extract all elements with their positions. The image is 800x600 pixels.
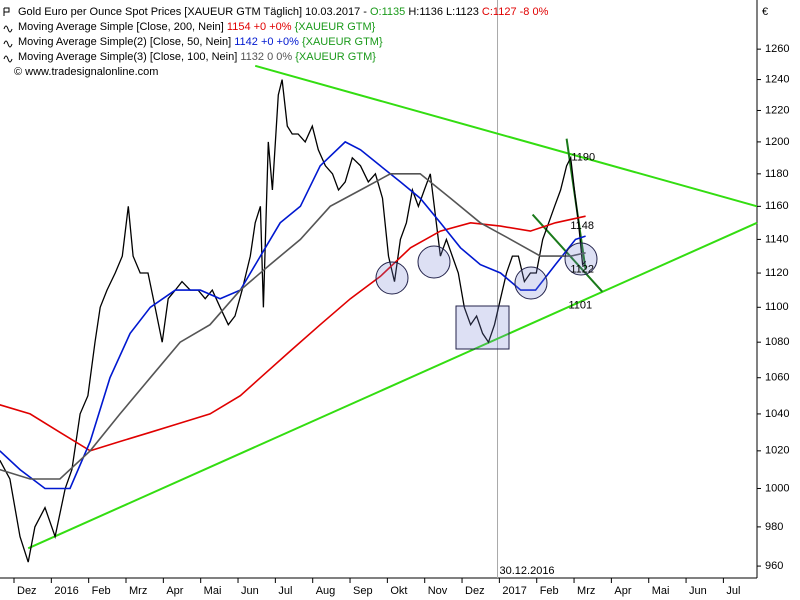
legend-value: 1154 +0 +0% [227,21,292,33]
label-layer: 960 980 1000 1020 1040 1060 1080 1100 1120 1140 11… [13,43,789,597]
legend-icon [3,25,13,33]
legend-entry: Moving Average Simple [Close, 200, Nein]… [18,21,376,33]
marker-box [455,305,510,350]
y-tick-label: 1020 [765,445,789,457]
trend-line [254,64,758,208]
x-tick-label: Feb [540,585,559,597]
x-tick-label: Dez [17,585,37,597]
x-tick-label: Mrz [129,585,147,597]
x-tick-label: Dez [465,585,485,597]
y-tick-label: 1100 [765,301,789,313]
y-tick-label: 1040 [765,408,789,420]
legend-value: 1142 +0 +0% [234,36,299,48]
y-tick-label: 1260 [765,43,789,55]
x-tick-label: 2016 [54,585,78,597]
y-tick-label: 1080 [765,336,789,348]
moving-average-line [0,173,586,480]
moving-average-line [0,215,586,452]
x-tick-label: 2017 [502,585,526,597]
header-high-low: H:1136 L:1123 [408,6,479,18]
x-tick-label: Mrz [577,585,595,597]
marker-circle [375,261,409,295]
annotation: 1148 [570,220,594,232]
currency-label: € [762,6,768,18]
y-tick-label: 1180 [765,168,789,180]
legend-icon [3,40,13,48]
y-tick-label: 1060 [765,372,789,384]
trend-line [27,221,758,550]
x-tick-label: Mai [652,585,670,597]
annotation: 1101 [568,299,592,311]
x-tick-label: Apr [166,585,183,597]
y-tick-label: 1240 [765,73,789,85]
y-tick-label: 1160 [765,200,789,212]
moving-average-line [0,140,586,490]
x-tick-label: Feb [92,585,111,597]
legend-source: {XAUEUR GTM} [295,51,376,63]
date-label: 30.12.2016 [500,565,555,577]
x-tick-label: Jul [278,585,292,597]
legend: Moving Average Simple [Close, 200, Nein]… [3,21,383,63]
legend-entry: Moving Average Simple(3) [Close, 100, Ne… [18,51,376,63]
legend-name: Moving Average Simple [Close, 200, Nein] [18,21,224,33]
x-tick-label: Jul [726,585,740,597]
header-line: Gold Euro per Ounce Spot Prices [XAUEUR … [18,6,549,18]
x-tick-label: Nov [428,585,448,597]
annotation: 1190 [571,152,595,164]
x-tick-label: Apr [614,585,631,597]
x-tick-label: Aug [316,585,336,597]
marker-circle [514,266,548,300]
copyright: © www.tradesignalonline.com [14,66,158,78]
x-tick-label: Jun [241,585,259,597]
legend-icon [3,55,13,63]
y-tick-label: 1000 [765,482,789,494]
legend-source: {XAUEUR GTM} [295,21,376,33]
legend-entry: Moving Average Simple(2) [Close, 50, Nei… [18,36,383,48]
header: Gold Euro per Ounce Spot Prices [XAUEUR … [3,6,549,78]
y-tick-label: 980 [765,521,783,533]
legend-source: {XAUEUR GTM} [302,36,383,48]
plot-area [0,0,758,578]
x-tick-label: Mai [204,585,222,597]
marker-circle [564,242,598,276]
trend-line [531,213,604,293]
y-tick-label: 960 [765,560,783,572]
legend-name: Moving Average Simple(2) [Close, 50, Nei… [18,36,231,48]
header-title: Gold Euro per Ounce Spot Prices [XAUEUR … [18,6,370,18]
y-tick-label: 1120 [765,267,789,279]
annotation-shapes [375,242,598,350]
annotation: 1122 [570,264,594,276]
legend-name: Moving Average Simple(3) [Close, 100, Ne… [18,51,237,63]
header-close: C:1127 -8 0% [482,6,549,18]
marker-circle [417,245,451,279]
series-icon [3,7,10,16]
x-tick-label: Sep [353,585,373,597]
x-tick-label: Okt [390,585,407,597]
header-open: O:1135 [370,6,405,18]
legend-value: 1132 0 0% [240,51,292,63]
x-tick-label: Jun [689,585,707,597]
y-tick-label: 1200 [765,136,789,148]
y-tick-label: 1140 [765,233,789,245]
y-tick-label: 1220 [765,104,789,116]
